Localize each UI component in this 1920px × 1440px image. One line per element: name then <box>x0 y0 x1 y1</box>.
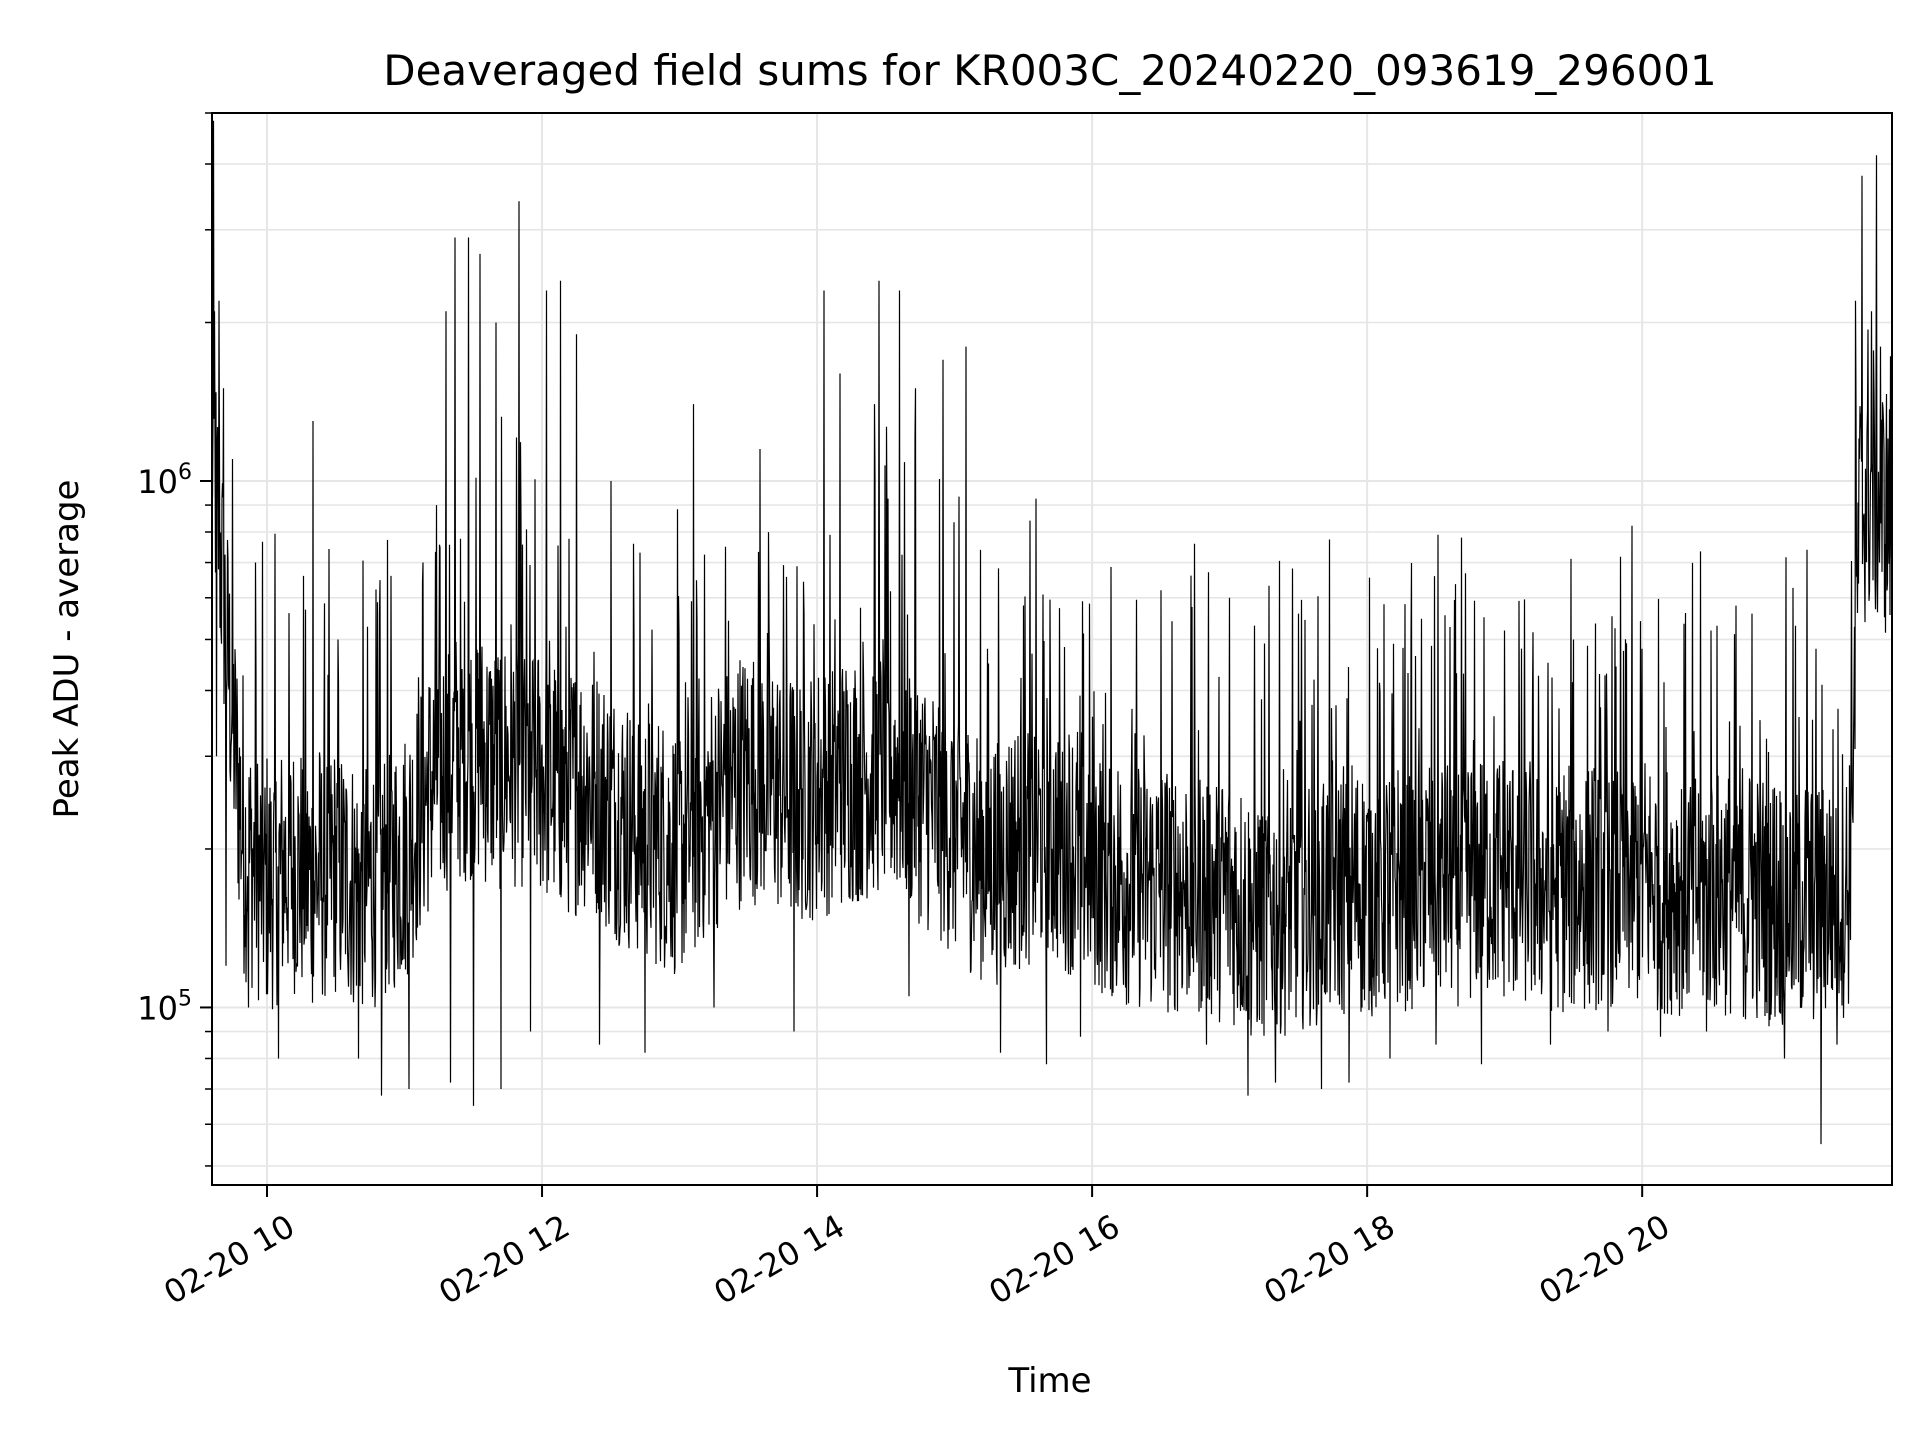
y-tick-label-base: 10 <box>137 463 178 501</box>
data-series <box>212 120 1892 1145</box>
y-axis-label: Peak ADU - average <box>47 480 87 819</box>
y-tick-label-exponent: 5 <box>178 986 192 1011</box>
chart-title: Deaveraged field sums for KR003C_2024022… <box>383 46 1717 95</box>
series-line <box>212 120 1892 1145</box>
plot-frame <box>211 112 1893 1186</box>
x-axis-label: Time <box>1007 1361 1091 1401</box>
y-tick-label-base: 10 <box>137 989 178 1027</box>
y-tick-label: 106 <box>137 460 192 501</box>
y-tick-label-exponent: 6 <box>178 460 192 485</box>
y-tick-label: 105 <box>137 986 192 1027</box>
